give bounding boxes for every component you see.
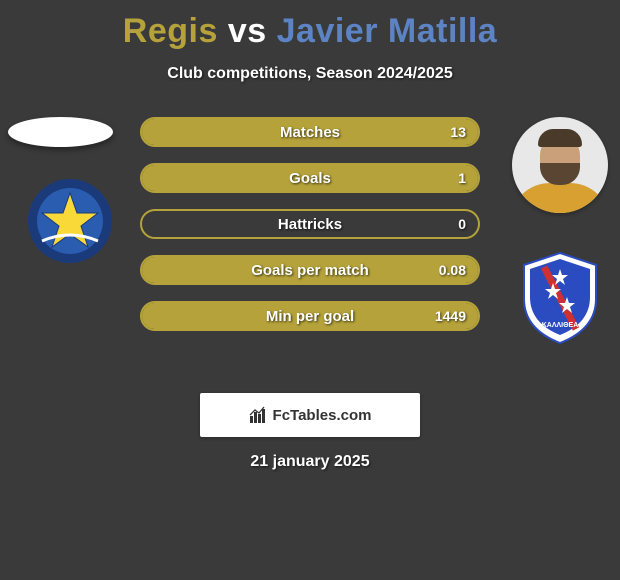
player2-name: Javier Matilla xyxy=(277,12,498,50)
stat-bars: Matches13 Goals1 Hattricks0 Goals per match… xyxy=(140,117,480,347)
stat-value-right: 0 xyxy=(458,211,466,237)
player1-name: Regis xyxy=(123,12,218,50)
stat-label: Goals xyxy=(142,165,478,191)
stat-label: Goals per match xyxy=(142,257,478,283)
stat-row: Hattricks0 xyxy=(140,209,480,239)
svg-text:1966: 1966 xyxy=(553,263,567,269)
date-text: 21 january 2025 xyxy=(0,453,620,471)
stat-label: Matches xyxy=(142,119,478,145)
player1-avatar xyxy=(8,117,113,147)
attribution-badge: FcTables.com xyxy=(200,393,420,437)
stat-value-right: 13 xyxy=(450,119,466,145)
stat-label: Hattricks xyxy=(142,211,478,237)
comparison-title: Regis vs Javier Matilla xyxy=(0,0,620,51)
chart-icon xyxy=(249,406,267,424)
stat-value-right: 1 xyxy=(458,165,466,191)
stat-row: Goals per match0.08 xyxy=(140,255,480,285)
stat-value-right: 1449 xyxy=(435,303,466,329)
stat-value-right: 0.08 xyxy=(439,257,466,283)
svg-text:ΚΑΛΛΙΘΕΑ: ΚΑΛΛΙΘΕΑ xyxy=(542,322,579,329)
title-vs: vs xyxy=(228,12,267,50)
stat-row: Goals1 xyxy=(140,163,480,193)
comparison-content: ΚΑΛΛΙΘΕΑ 1966 Matches13 Goals1 Hattricks0 G… xyxy=(0,117,620,377)
player2-avatar xyxy=(512,117,608,213)
stat-label: Min per goal xyxy=(142,303,478,329)
player2-club-badge: ΚΑΛΛΙΘΕΑ 1966 xyxy=(510,247,610,347)
subtitle-text: Club competitions, Season 2024/2025 xyxy=(0,65,620,83)
stat-row: Min per goal1449 xyxy=(140,301,480,331)
player1-club-badge xyxy=(20,171,120,271)
stat-row: Matches13 xyxy=(140,117,480,147)
attribution-text: FcTables.com xyxy=(273,407,372,424)
